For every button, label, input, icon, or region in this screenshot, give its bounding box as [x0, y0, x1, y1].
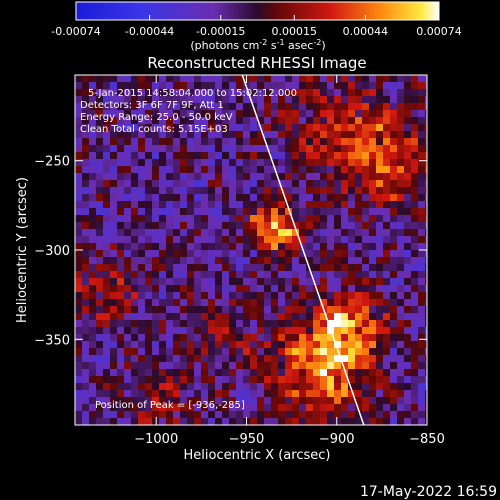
colorbar: [75, 1, 440, 21]
x-tick-label: −1000: [134, 432, 178, 447]
y-tick-label: −300: [34, 244, 70, 259]
footer-date: 17-May-2022 16:59: [360, 484, 497, 500]
heatmap-image: [75, 75, 427, 425]
x-tick-label: −900: [319, 432, 355, 447]
annotation-peak-position: Position of Peak = [-936,-285]: [95, 400, 245, 411]
y-axis-label: Heliocentric Y (arcsec): [15, 177, 30, 323]
x-axis-label: Heliocentric X (arcsec): [184, 448, 331, 463]
chart-title: Reconstructed RHESSI Image: [147, 54, 366, 72]
annotation-time-range: 5-Jan-2015 14:58:04.000 to 15:02:12.000: [88, 88, 297, 99]
colorbar-units-label: (photons cm-2 s-1 asec-2): [190, 38, 325, 52]
y-tick-label: −350: [34, 333, 70, 348]
colorbar-tick-label: 0.00074: [416, 25, 462, 38]
colorbar-tick-label: -0.00015: [196, 25, 245, 38]
colorbar-tick-label: -0.00044: [125, 25, 174, 38]
solar-limb-line: [241, 75, 365, 425]
colorbar-tick-label: 0.00044: [343, 25, 389, 38]
x-tick-label: −950: [229, 432, 265, 447]
y-tick-label: −250: [34, 155, 70, 170]
annotation-detectors: Detectors: 3F 6F 7F 9F, Att 1: [80, 100, 224, 111]
colorbar-tick-label: -0.00074: [51, 25, 100, 38]
x-tick-label: −850: [409, 432, 445, 447]
annotation-energy-range: Energy Range: 25.0 - 50.0 keV: [80, 112, 233, 123]
annotation-clean-counts: Clean Total counts: 5.15E+03: [80, 124, 228, 135]
colorbar-tick-label: 0.00015: [272, 25, 318, 38]
